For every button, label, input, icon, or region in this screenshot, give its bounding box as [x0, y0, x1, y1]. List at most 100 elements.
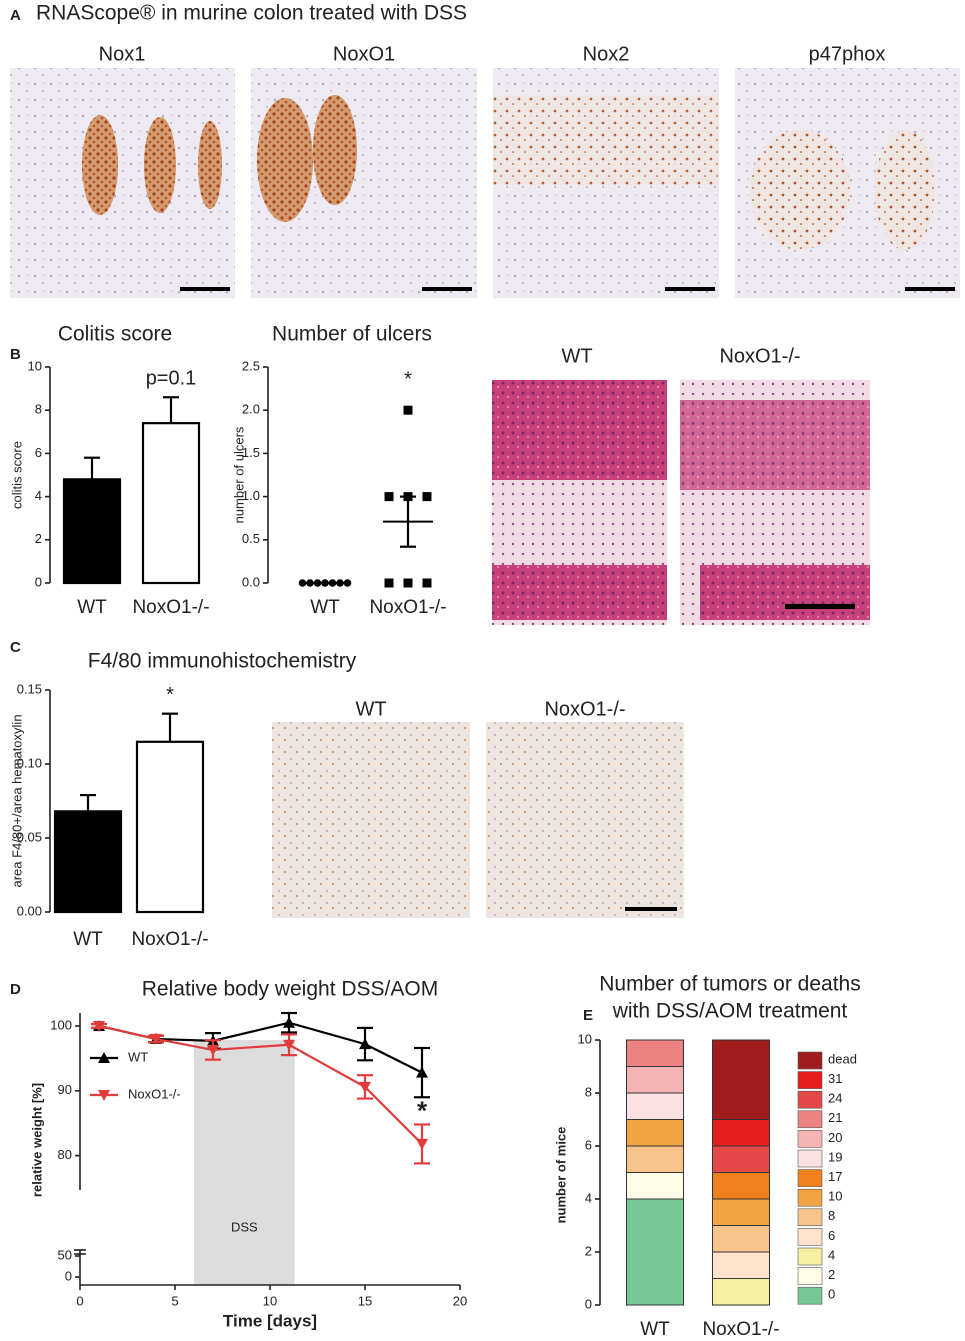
y-tick-label: 2 [35, 531, 42, 546]
point [422, 578, 432, 588]
point [384, 578, 394, 588]
point [403, 405, 413, 415]
y-tick-label: 10 [28, 358, 42, 373]
y-axis-label: area F4/80+/area hematoxylin [9, 714, 24, 887]
image-label: p47phox [809, 43, 886, 65]
annotation: * [404, 368, 412, 390]
micrograph [272, 722, 470, 918]
stain [82, 115, 118, 215]
stain [198, 121, 222, 209]
stain [750, 130, 850, 250]
scale-bar [180, 287, 230, 291]
bar-segment [626, 1198, 684, 1306]
legend-swatch [797, 1149, 823, 1168]
bar [53, 810, 123, 914]
x-tick-label: NoxO1-/- [132, 597, 209, 618]
chart-title: Relative body weight DSS/AOM [142, 978, 438, 1001]
marker [359, 1081, 371, 1093]
legend-label: 8 [828, 1208, 835, 1223]
y-tick-label: 50 [58, 1247, 72, 1262]
x-tick-label: NoxO1-/- [369, 597, 446, 618]
y-tick-label: 4 [585, 1190, 592, 1205]
legend-label: 17 [828, 1169, 842, 1184]
marker [283, 1016, 295, 1028]
legend-swatch [797, 1247, 823, 1266]
marker [93, 1020, 105, 1032]
chart-title: Number of ulcers [272, 323, 432, 346]
shaded-region [194, 1040, 295, 1285]
legend-swatch [797, 1188, 823, 1207]
x-tick-label: NoxO1-/- [131, 929, 208, 950]
marker [416, 1138, 428, 1150]
image-label: Nox2 [583, 43, 630, 65]
x-tick-label: WT [73, 929, 103, 950]
legend-label: 19 [828, 1149, 842, 1164]
legend-swatch [797, 1267, 823, 1285]
scale-bar [905, 287, 955, 291]
chart-title: Number of tumors or deaths [599, 973, 860, 996]
scale-bar [785, 604, 855, 609]
legend-label: 6 [828, 1228, 835, 1243]
y-tick-label: 90 [58, 1082, 72, 1097]
x-tick-label: NoxO1-/- [702, 1319, 779, 1340]
panel-letter: E [583, 1007, 593, 1024]
legend-swatch [797, 1208, 823, 1227]
y-tick-label: 6 [35, 445, 42, 460]
y-tick-label: 0.5 [242, 531, 260, 546]
y-axis-label: number of ulcers [231, 426, 246, 523]
bar-segment [712, 1039, 770, 1120]
annotation: * [417, 1095, 428, 1125]
y-tick-label: 0.05 [17, 829, 42, 844]
annotation: p=0.1 [146, 368, 197, 390]
bar-segment [626, 1172, 684, 1200]
bar-segment [712, 1145, 770, 1173]
bar-segment [626, 1145, 684, 1173]
y-tick-label: 80 [58, 1147, 72, 1162]
bar-segment [712, 1172, 770, 1200]
stain [875, 130, 935, 250]
stain [257, 98, 313, 222]
legend-label: NoxO1-/- [128, 1086, 181, 1101]
point [384, 492, 394, 502]
series-line [98, 1024, 423, 1145]
x-tick-label: 5 [171, 1293, 178, 1308]
legend-swatch [797, 1071, 823, 1089]
legend-swatch [797, 1051, 823, 1070]
y-tick-label: 0.0 [242, 574, 260, 589]
y-tick-label: 1.0 [242, 488, 260, 503]
y-tick-label: 2 [585, 1243, 592, 1258]
marker [207, 1044, 219, 1056]
y-tick-label: 4 [35, 488, 42, 503]
y-tick-label: 2.5 [242, 358, 260, 373]
micrograph [486, 722, 684, 918]
y-axis-label: colitis score [9, 441, 24, 509]
annotation: * [166, 684, 174, 706]
stain [680, 400, 870, 490]
shaded-label: DSS [231, 1219, 258, 1234]
micrograph [10, 68, 235, 298]
image-label: WT [561, 345, 592, 367]
y-tick-label: 0 [65, 1268, 72, 1283]
legend-swatch [797, 1286, 823, 1305]
marker [150, 1033, 162, 1045]
stain [144, 117, 176, 213]
stain [492, 380, 667, 480]
x-tick-label: WT [310, 597, 340, 618]
y-axis-label: relative weight [%] [29, 1083, 44, 1197]
chart-title: with DSS/AOM treatment [612, 1000, 848, 1023]
legend-label: 21 [828, 1110, 842, 1125]
y-tick-label: 0 [35, 574, 42, 589]
y-tick-label: 0.10 [17, 755, 42, 770]
panel-letter: B [10, 346, 21, 363]
bar [141, 422, 201, 585]
micrograph-row [10, 68, 960, 298]
bar [135, 740, 205, 914]
y-axis-label: number of mice [553, 1127, 568, 1224]
legend-label: 10 [828, 1189, 842, 1204]
y-tick-label: 0.00 [17, 903, 42, 918]
legend-swatch [797, 1228, 823, 1246]
y-tick-label: 0 [585, 1296, 592, 1311]
panel-letter: D [10, 981, 21, 998]
stain [492, 565, 667, 620]
